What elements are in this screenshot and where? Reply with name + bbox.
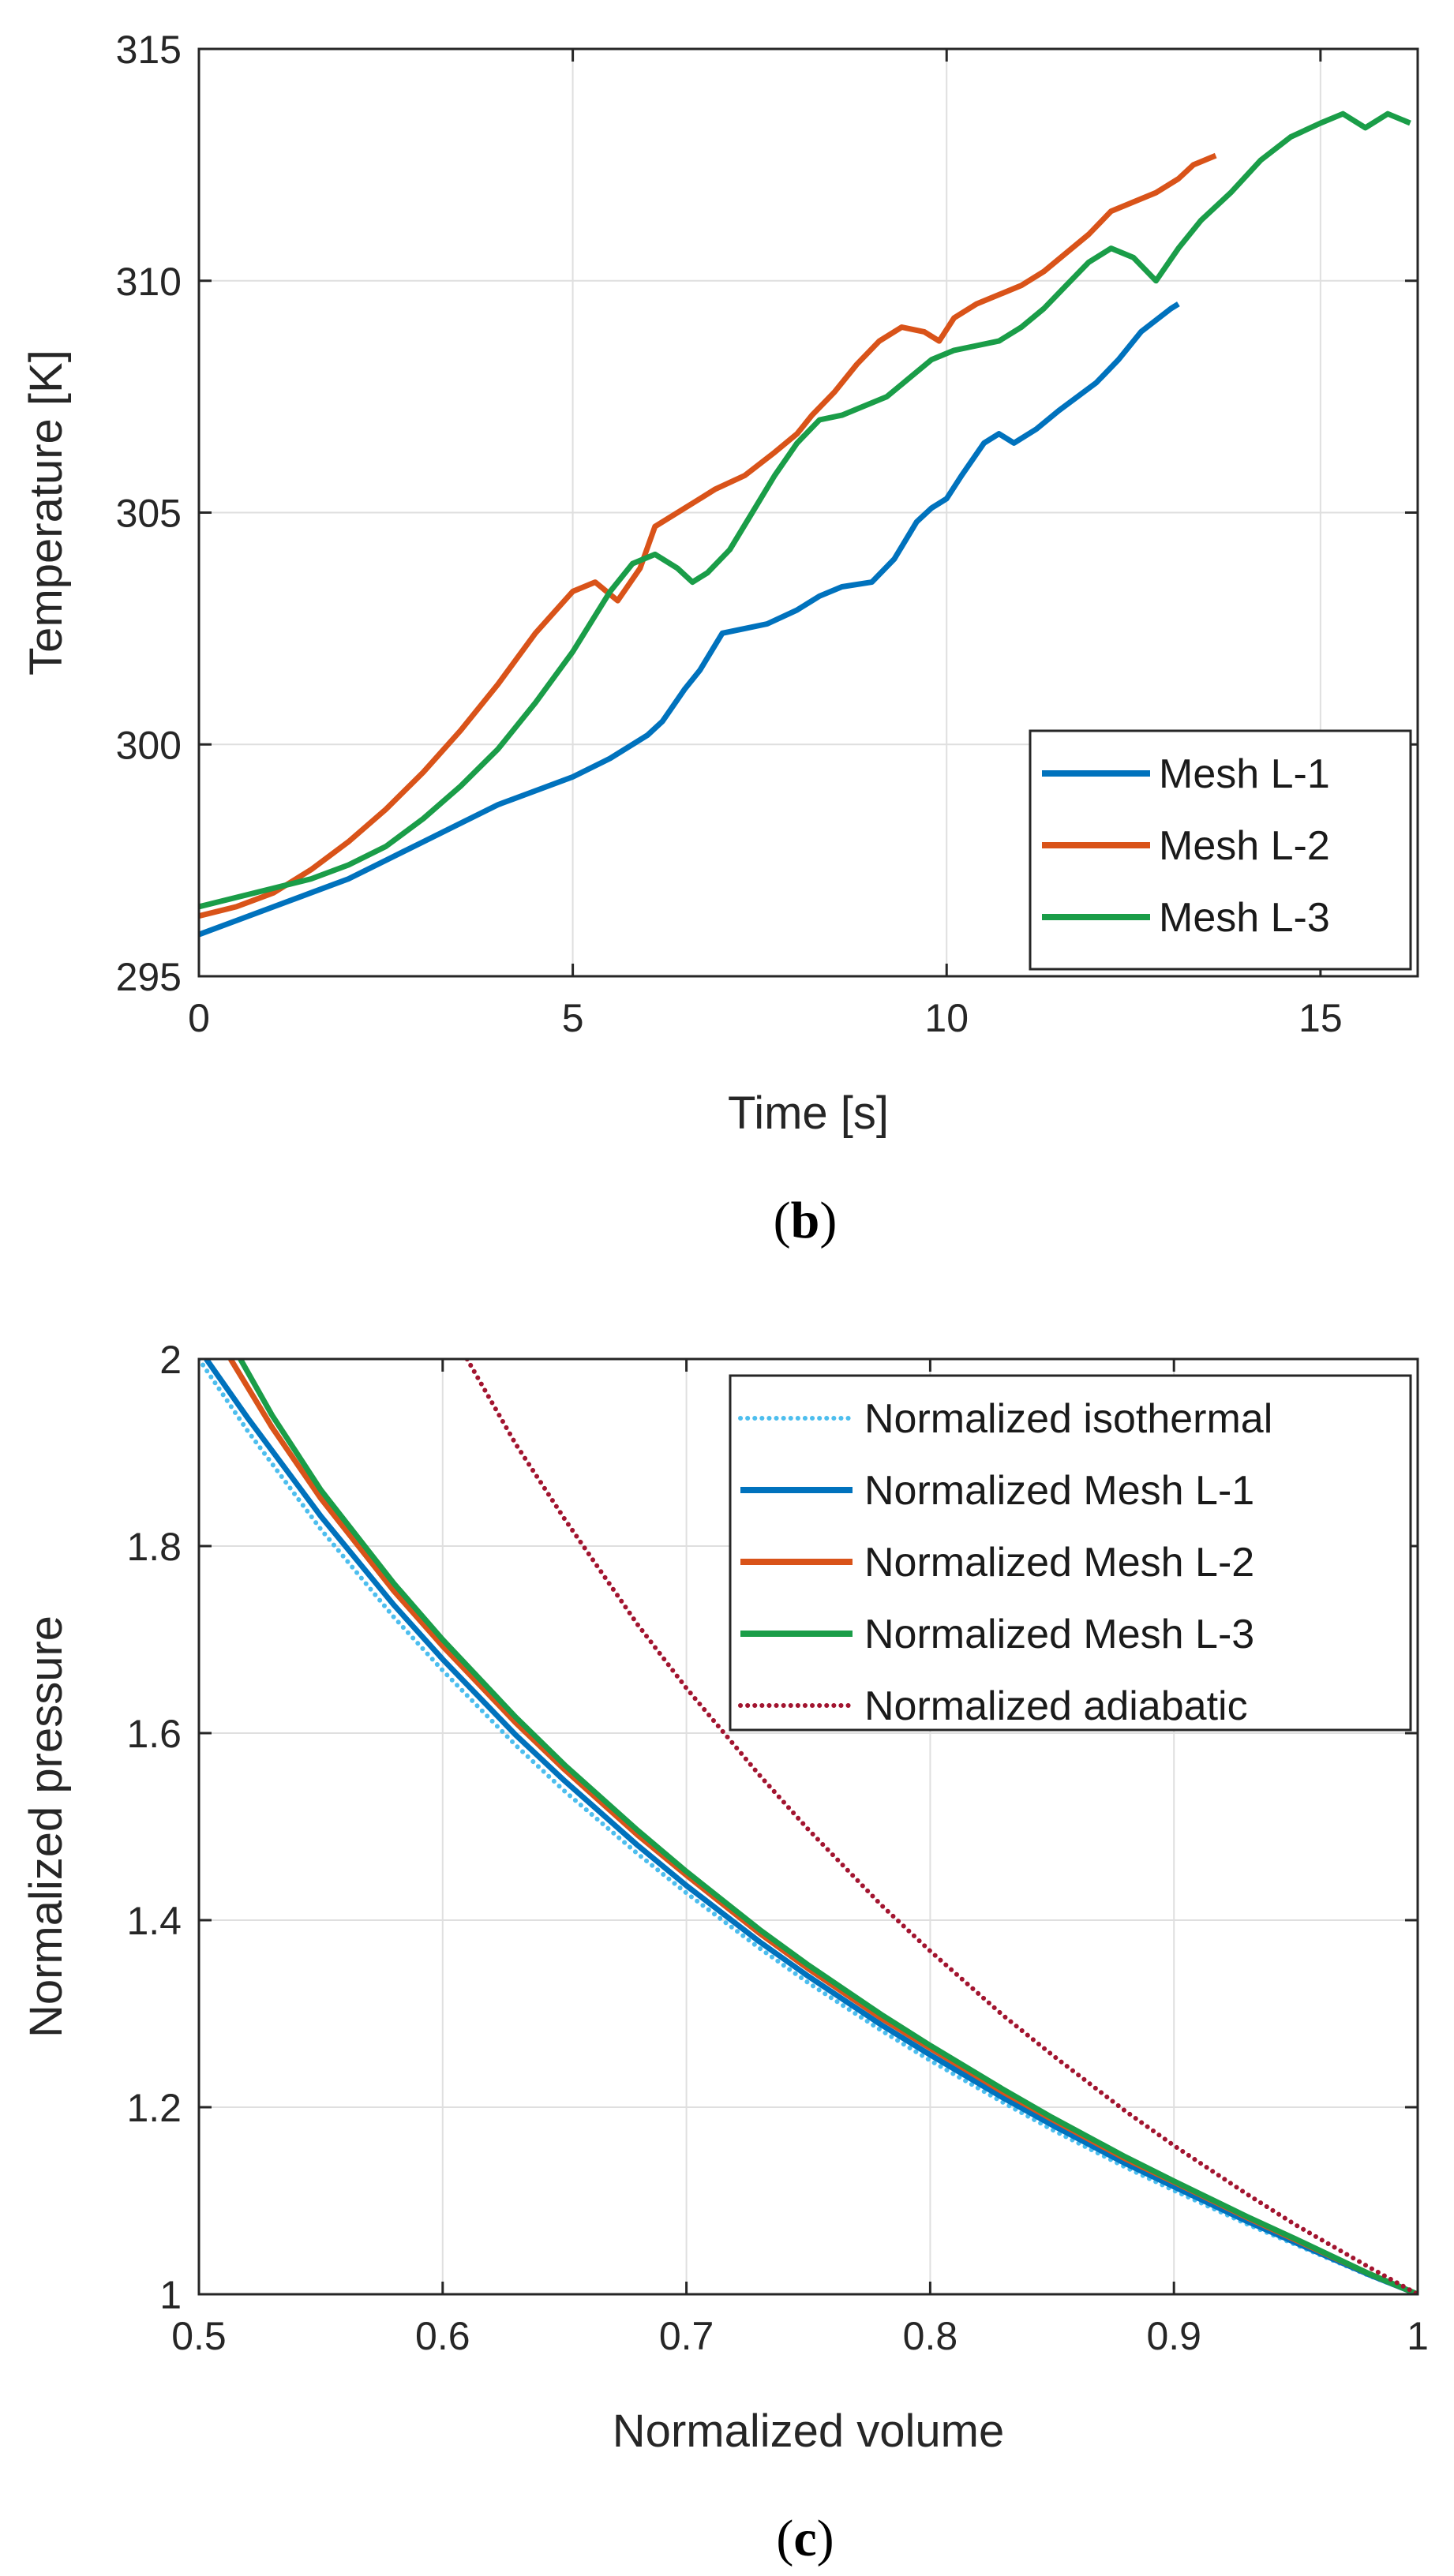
legend-label-normalized-isothermal: Normalized isothermal (864, 1396, 1272, 1442)
axes-box (197, 1357, 1419, 2296)
y-tick-label: 300 (116, 723, 182, 767)
legend-label-normalized-mesh-l-3: Normalized Mesh L-3 (864, 1612, 1254, 1657)
series-group (199, 110, 1411, 938)
panel-caption-c: (c) (776, 2510, 834, 2567)
caption-open-paren: ( (776, 2510, 793, 2567)
x-tick-label: 0.8 (903, 2314, 958, 2358)
x-tick-label: 1 (1407, 2314, 1429, 2358)
panel-caption-b: (b) (774, 1192, 838, 1249)
y-tick-label: 1 (159, 2273, 182, 2317)
series-group (199, 1359, 1418, 2294)
y-tick-label: 295 (116, 955, 182, 999)
x-axis-label: Normalized volume (613, 2406, 1004, 2457)
x-tick-label: 0.6 (415, 2314, 470, 2358)
y-tick-label: 310 (116, 260, 182, 304)
chart-panel-b: 0 5 10 15 295 300 305 310 315 Time [s] Temperature… (21, 28, 1419, 1139)
x-tick-label: 5 (562, 996, 584, 1040)
chart-panel-c: 0.5 0.6 0.7 0.8 0.9 1 1 1.2 1.4 1.6 1.8 2 Normalized… (21, 1338, 1429, 2457)
caption-close-paren: ) (819, 1192, 837, 1249)
series-line-mesh-l-2 (199, 152, 1217, 919)
legend: Mesh L-1 Mesh L-2 Mesh L-3 (1029, 729, 1412, 971)
y-tick-label: 315 (116, 28, 182, 72)
y-axis-label: Normalized pressure (21, 1616, 72, 2038)
y-tick-label: 1.6 (126, 1712, 182, 1756)
x-tick-label: 15 (1298, 996, 1343, 1040)
x-tick-label: 0.9 (1146, 2314, 1201, 2358)
legend-box (729, 1374, 1412, 1732)
caption-letter: c (793, 2510, 816, 2567)
y-tick-label: 1.4 (126, 1899, 182, 1943)
y-axis-label: Temperature [K] (21, 350, 72, 676)
x-tick-label: 10 (924, 996, 969, 1040)
series-line-mesh-l-1 (199, 301, 1180, 938)
legend-label-mesh-l-2: Mesh L-2 (1159, 823, 1330, 869)
legend-label-normalized-mesh-l-2: Normalized Mesh L-2 (864, 1540, 1254, 1586)
legend: Normalized isothermal Normalized Mesh L-1… (729, 1374, 1412, 1732)
legend-label-normalized-adiabatic: Normalized adiabatic (864, 1683, 1248, 1729)
y-tick-label: 2 (159, 1338, 182, 1382)
caption-open-paren: ( (774, 1192, 791, 1249)
x-axis-label: Time [s] (728, 1088, 889, 1139)
series-line-normalized-adiabatic (464, 1359, 1418, 2294)
x-tick-label: 0.5 (171, 2314, 227, 2358)
series-line-mesh-l-3 (199, 110, 1411, 910)
legend-label-mesh-l-3: Mesh L-3 (1159, 895, 1330, 941)
y-tick-label: 1.8 (126, 1525, 182, 1569)
x-tick-label: 0.7 (659, 2314, 714, 2358)
caption-close-paren: ) (817, 2510, 834, 2567)
series-line-normalized-mesh-l-3 (238, 1359, 1418, 2294)
caption-letter: b (791, 1192, 820, 1249)
legend-label-normalized-mesh-l-1: Normalized Mesh L-1 (864, 1468, 1254, 1514)
legend-label-mesh-l-1: Mesh L-1 (1159, 751, 1330, 797)
series-line-normalized-isothermal (199, 1359, 1418, 2294)
series-line-normalized-mesh-l-1 (204, 1359, 1418, 2294)
x-tick-label: 0 (188, 996, 210, 1040)
y-tick-label: 1.2 (126, 2086, 182, 2130)
y-tick-label: 305 (116, 492, 182, 536)
